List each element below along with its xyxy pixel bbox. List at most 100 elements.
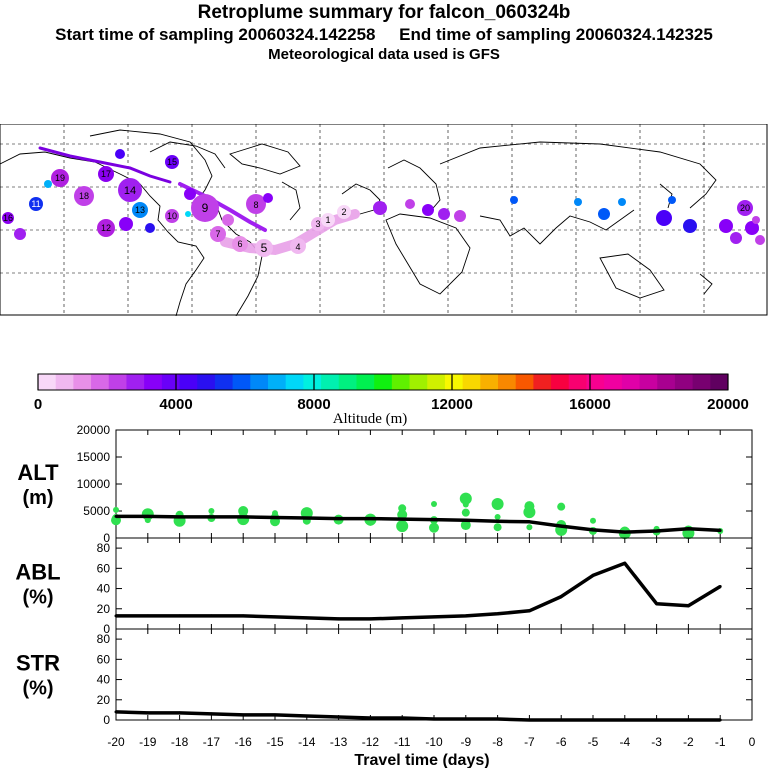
series-point bbox=[209, 515, 213, 519]
colorbar-tick-label: 16000 bbox=[569, 396, 611, 413]
x-tick-label: -3 bbox=[651, 735, 662, 749]
colorbar-cell bbox=[409, 374, 428, 390]
series-point bbox=[273, 713, 277, 717]
cluster-label: 18 bbox=[79, 191, 89, 201]
cluster-label: 4 bbox=[295, 242, 300, 252]
cluster-marker bbox=[165, 155, 179, 169]
series-point bbox=[559, 595, 563, 599]
cluster-marker bbox=[97, 219, 115, 237]
series-point bbox=[305, 516, 309, 520]
y-tick-label: 15000 bbox=[77, 450, 111, 464]
x-tick-label: -16 bbox=[235, 735, 253, 749]
altitude-scatter-point bbox=[460, 520, 471, 531]
coastlines bbox=[0, 129, 717, 316]
x-tick-label: -11 bbox=[394, 735, 411, 749]
altitude-scatter-point bbox=[237, 513, 250, 526]
altitude-scatter-point bbox=[526, 524, 533, 531]
colorbar-cell bbox=[444, 374, 464, 390]
y-axis-unit: (%) bbox=[22, 678, 53, 700]
colorbar-cell bbox=[55, 374, 74, 390]
series-point bbox=[591, 528, 595, 532]
series-point bbox=[464, 717, 468, 721]
cluster-marker bbox=[246, 194, 266, 214]
colorbar-cell bbox=[427, 374, 446, 390]
series-point bbox=[686, 718, 690, 722]
series-point bbox=[686, 604, 690, 608]
end-time-label: End time of sampling 20060324.142325 bbox=[399, 25, 713, 44]
colorbar-cell bbox=[214, 374, 234, 390]
colorbar-cell bbox=[692, 374, 711, 390]
altitude-scatter-point bbox=[493, 523, 502, 532]
y-tick-label: 10000 bbox=[77, 477, 111, 491]
cluster-label: 7 bbox=[215, 229, 220, 239]
start-time-label: Start time of sampling 20060324.142258 bbox=[55, 25, 376, 44]
colorbar-cell bbox=[303, 374, 322, 390]
colorbar-cell bbox=[551, 374, 570, 390]
scattered-particles bbox=[14, 149, 765, 245]
series-point bbox=[432, 615, 436, 619]
cluster-label: 15 bbox=[167, 157, 177, 167]
series-point bbox=[718, 718, 722, 722]
cluster-label: 8 bbox=[253, 200, 258, 210]
series-point bbox=[432, 518, 436, 522]
cluster-marker bbox=[191, 194, 219, 222]
altitude-scatter-point bbox=[459, 492, 472, 505]
cluster-label: 9 bbox=[202, 201, 209, 215]
series-point bbox=[718, 585, 722, 589]
series-point bbox=[305, 616, 309, 620]
series-point bbox=[178, 711, 182, 715]
series-point bbox=[114, 710, 118, 714]
series-point bbox=[241, 515, 245, 519]
y-tick-label: 0 bbox=[103, 713, 110, 727]
cluster-label: 11 bbox=[31, 199, 40, 209]
cluster-label: 13 bbox=[135, 205, 145, 215]
series-point bbox=[241, 614, 245, 618]
colorbar-cell bbox=[161, 374, 181, 390]
colorbar-cell bbox=[91, 374, 110, 390]
cluster-marker bbox=[29, 197, 43, 211]
y-tick-label: 20000 bbox=[77, 423, 111, 437]
series-point bbox=[273, 515, 277, 519]
y-tick-label: 80 bbox=[97, 632, 111, 646]
colorbar-cell bbox=[480, 374, 499, 390]
colorbar-cell bbox=[144, 374, 163, 390]
series-point bbox=[591, 718, 595, 722]
series-point bbox=[527, 718, 531, 722]
series-point bbox=[146, 711, 150, 715]
altitude-scatter-point bbox=[396, 520, 409, 533]
colorbar-cells bbox=[38, 374, 729, 390]
cluster-marker bbox=[255, 239, 273, 257]
y-axis-unit: (%) bbox=[22, 587, 53, 609]
series-point bbox=[178, 614, 182, 618]
colorbar-cell bbox=[250, 374, 269, 390]
series-point bbox=[559, 524, 563, 528]
cluster-label: 2 bbox=[341, 207, 346, 217]
colorbar-tick-label: 8000 bbox=[297, 396, 330, 413]
series-point bbox=[400, 517, 404, 521]
cluster-label: 17 bbox=[101, 169, 111, 179]
series-point bbox=[432, 717, 436, 721]
colorbar-cell bbox=[657, 374, 676, 390]
colorbar-tick-label: 0 bbox=[34, 396, 42, 413]
y-tick-label: 40 bbox=[97, 673, 111, 687]
series-point bbox=[655, 718, 659, 722]
y-tick-label: 80 bbox=[97, 541, 111, 555]
series-point bbox=[623, 718, 627, 722]
plume-clusters: 19 18 17 15 14 11 16 12 13 10 9 8 7 6 5 … bbox=[2, 155, 753, 257]
altitude-scatter-point bbox=[113, 506, 119, 513]
series-point bbox=[337, 517, 341, 521]
cluster-label: 3 bbox=[315, 219, 320, 229]
x-tick-label: -19 bbox=[139, 735, 157, 749]
colorbar-cell bbox=[268, 374, 287, 390]
altitude-scatter-point bbox=[429, 522, 439, 533]
cluster-marker bbox=[74, 186, 94, 206]
cluster-marker bbox=[165, 209, 179, 223]
cluster-label: 19 bbox=[55, 173, 65, 183]
colorbar-cell bbox=[38, 374, 57, 390]
cluster-marker bbox=[737, 200, 753, 216]
x-tick-label: -13 bbox=[330, 735, 348, 749]
x-tick-label: -5 bbox=[588, 735, 599, 749]
cluster-label: 16 bbox=[3, 213, 13, 223]
colorbar-cell bbox=[462, 374, 481, 390]
colorbar-cell bbox=[321, 374, 340, 390]
